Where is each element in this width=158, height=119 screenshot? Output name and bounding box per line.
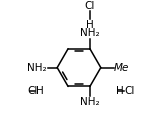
Text: Cl: Cl	[84, 1, 95, 11]
Text: Cl: Cl	[28, 86, 38, 96]
Text: H: H	[116, 86, 124, 96]
Text: Cl: Cl	[124, 86, 134, 96]
Text: Me: Me	[114, 63, 130, 73]
Text: H: H	[86, 20, 94, 30]
Text: H: H	[36, 86, 44, 96]
Text: NH₂: NH₂	[80, 97, 100, 107]
Text: NH₂: NH₂	[27, 63, 47, 73]
Text: NH₂: NH₂	[80, 28, 100, 38]
